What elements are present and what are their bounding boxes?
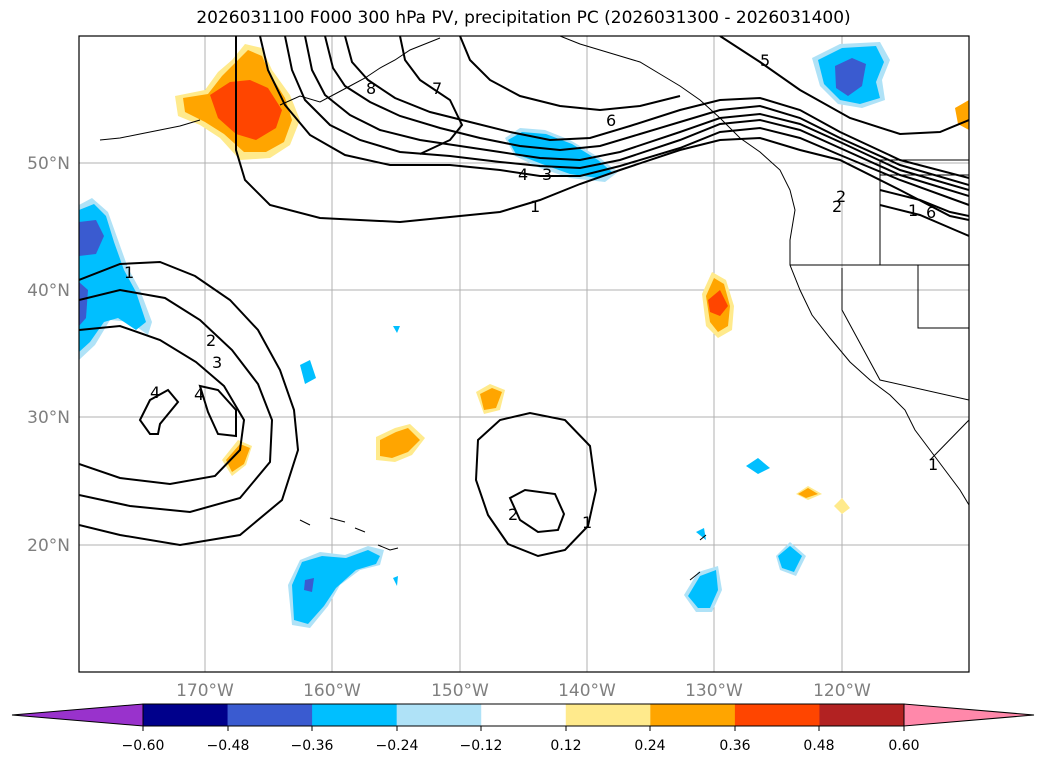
colorbar-segment xyxy=(143,704,229,726)
contour-label: 8 xyxy=(366,79,376,98)
contour-label: 1 xyxy=(582,513,592,532)
colorbar-max-arrow-outline xyxy=(903,703,1035,727)
colorbar-segment xyxy=(312,704,398,726)
colorbar-segment xyxy=(819,704,905,726)
lon-tick-label: 160°W xyxy=(303,681,361,701)
colorbar-tick-label: −0.36 xyxy=(291,738,334,754)
colorbar-tick-label: −0.24 xyxy=(376,738,419,754)
colorbar-segment xyxy=(396,704,482,726)
colorbar-ticks xyxy=(142,726,905,731)
contour-label: 6 xyxy=(926,203,936,222)
colorbar-segment xyxy=(650,704,736,726)
lat-tick-label: 20°N xyxy=(27,536,70,556)
colorbar-segment xyxy=(227,704,313,726)
contour-label: 6 xyxy=(606,111,616,130)
contour-label: 5 xyxy=(760,51,770,70)
colorbar-min-arrow xyxy=(12,704,143,726)
colorbar-tick-label: 0.60 xyxy=(888,738,919,754)
lon-tick-label: 120°W xyxy=(813,681,871,701)
contour-label: 7 xyxy=(432,79,442,98)
map-frame xyxy=(78,35,970,673)
contour-label: 1 xyxy=(124,263,134,282)
lon-tick-label: 150°W xyxy=(431,681,489,701)
colorbar-tick-label: 0.24 xyxy=(634,738,665,754)
colorbar-segment xyxy=(734,704,820,726)
lon-tick-label: 140°W xyxy=(558,681,616,701)
contour-label: 1 xyxy=(928,455,938,474)
pv-contour-labels: 8 7 6 5 4 3 1 2 6 1 2 3 4 4 2 1 1 2 1 xyxy=(124,51,938,532)
figure-title: 2026031100 F000 300 hPa PV, precipitatio… xyxy=(196,8,851,28)
colorbar: −0.60 −0.48 −0.36 −0.24 −0.12 0.12 0.24 … xyxy=(11,703,1035,754)
pv-contours xyxy=(79,36,969,558)
contour-label: 4 xyxy=(150,383,160,402)
lon-tick-label: 170°W xyxy=(176,681,234,701)
contour-label: 1 xyxy=(908,201,918,220)
colorbar-tick-label: −0.48 xyxy=(207,738,250,754)
colorbar-max-arrow xyxy=(904,704,1034,726)
colorbar-tick-label: −0.12 xyxy=(460,738,503,754)
colorbar-tick-label: 0.12 xyxy=(550,738,581,754)
colorbar-tick-label: −0.60 xyxy=(122,738,165,754)
colorbar-segment xyxy=(481,704,567,726)
latitude-labels: 50°N 40°N 30°N 20°N xyxy=(27,154,70,556)
colorbar-segment xyxy=(565,704,651,726)
contour-label: 2 xyxy=(832,197,842,216)
contour-label: 2 xyxy=(508,505,518,524)
contour-label: 1 xyxy=(530,197,540,216)
lat-tick-label: 30°N xyxy=(27,408,70,428)
colorbar-tick-label: 0.36 xyxy=(719,738,750,754)
precip-anomaly-shading xyxy=(79,42,969,628)
lon-tick-label: 130°W xyxy=(685,681,743,701)
lat-tick-label: 40°N xyxy=(27,281,70,301)
contour-label: 2 xyxy=(206,331,216,350)
lat-tick-label: 50°N xyxy=(27,154,70,174)
colorbar-tick-label: 0.48 xyxy=(803,738,834,754)
contour-label: 3 xyxy=(542,165,552,184)
map-panel: 8 7 6 5 4 3 1 2 6 1 2 3 4 4 2 1 1 2 1 xyxy=(79,36,969,672)
contour-label: 2 xyxy=(836,187,846,206)
contour-label: 4 xyxy=(518,165,528,184)
contour-label: 3 xyxy=(212,353,222,372)
longitude-labels: 170°W 160°W 150°W 140°W 130°W 120°W xyxy=(176,681,871,701)
contour-label: 4 xyxy=(194,385,204,404)
colorbar-segments xyxy=(12,704,1034,726)
